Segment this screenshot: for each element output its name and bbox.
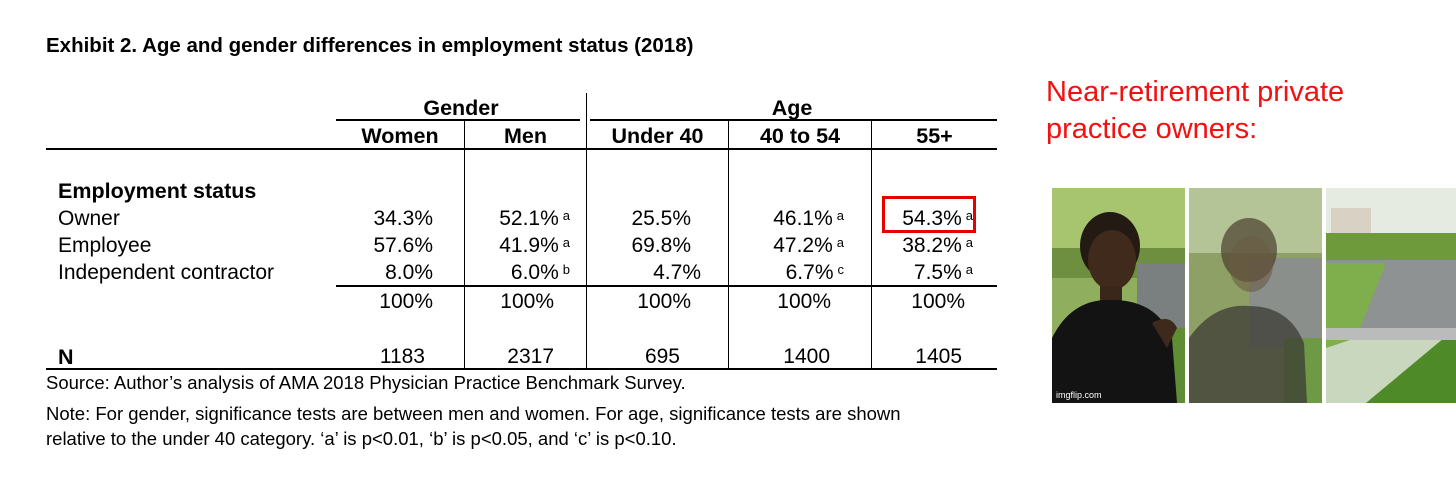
- n-men: 2317: [507, 345, 554, 368]
- significance-marker: b: [562, 262, 570, 277]
- n-label: N: [58, 345, 74, 369]
- significance-note-line-2: relative to the under 40 category. ‘a’ i…: [46, 428, 677, 449]
- total-40-to-54: 100%: [777, 290, 831, 313]
- significance-marker: a: [562, 235, 570, 250]
- cell-value: 47.2%: [773, 234, 833, 257]
- column-header-under-40: Under 40: [611, 124, 704, 148]
- table-cell: 38.2% a: [872, 234, 973, 258]
- table-cell: 34.3%: [336, 207, 433, 231]
- source-note: Source: Author’s analysis of AMA 2018 Ph…: [46, 372, 686, 393]
- significance-marker: a: [965, 235, 973, 250]
- cell-value: 57.6%: [373, 234, 433, 257]
- row-label-employee: Employee: [58, 234, 152, 257]
- divider-under40-40to54: [728, 121, 729, 369]
- header-age: Age: [771, 96, 813, 120]
- meme-frame-3: [1326, 188, 1456, 403]
- header-gender: Gender: [423, 96, 499, 120]
- divider-40to54-55plus: [871, 121, 872, 369]
- table-cell: 54.3% a: [872, 207, 973, 231]
- significance-marker: a: [562, 208, 570, 223]
- table-cell: 46.1% a: [729, 207, 844, 231]
- column-header-55-plus: 55+: [916, 124, 953, 148]
- section-label-employment-status: Employment status: [58, 179, 257, 203]
- table-cell: 6.0% b: [465, 261, 570, 285]
- rule-age-header: [590, 119, 997, 121]
- table-cell: 25.5%: [587, 207, 691, 231]
- significance-note-line-1: Note: For gender, significance tests are…: [46, 403, 901, 424]
- cell-value: 6.7%: [785, 261, 834, 284]
- total-women: 100%: [379, 290, 433, 313]
- column-header-women: Women: [361, 124, 439, 148]
- meme-caption: Near-retirement private practice owners:: [1046, 76, 1345, 145]
- rule-header-bottom: [46, 148, 997, 150]
- table-cell: 47.2% a: [729, 234, 844, 258]
- n-55-plus: 1405: [915, 345, 962, 368]
- exhibit-title: Exhibit 2. Age and gender differences in…: [46, 34, 694, 57]
- significance-marker: a: [965, 262, 973, 277]
- total-55-plus: 100%: [911, 290, 965, 313]
- cell-value: 52.1%: [499, 207, 559, 230]
- meme-frame-1: imgflip.com: [1052, 188, 1185, 403]
- n-40-to-54: 1400: [783, 345, 830, 368]
- cell-value: 34.3%: [373, 207, 433, 230]
- cell-value: 69.8%: [631, 234, 691, 257]
- divider-women-men: [464, 121, 465, 369]
- divider-gender-age: [586, 93, 587, 369]
- cell-value: 6.0%: [510, 261, 559, 284]
- n-women: 1183: [379, 345, 425, 368]
- column-header-40-to-54: 40 to 54: [759, 124, 841, 148]
- rule-table-bottom: [46, 368, 997, 370]
- meme-frame-2: [1189, 188, 1322, 403]
- total-men: 100%: [500, 290, 554, 313]
- total-under-40: 100%: [637, 290, 691, 313]
- cell-value: 46.1%: [773, 207, 833, 230]
- table-cell: 57.6%: [336, 234, 433, 258]
- highlight-box: [882, 196, 976, 233]
- table-cell: 69.8%: [587, 234, 691, 258]
- watermark: imgflip.com: [1056, 390, 1102, 400]
- table-cell: 52.1% a: [465, 207, 570, 231]
- n-under-40: 695: [644, 345, 680, 368]
- meme-image: imgflip.com: [1052, 188, 1456, 403]
- cell-value: 54.3%: [902, 207, 962, 230]
- row-label-independent-contractor: Independent contractor: [58, 261, 274, 284]
- significance-marker: c: [837, 262, 845, 277]
- column-header-men: Men: [504, 124, 547, 148]
- cell-value: 4.7%: [653, 261, 701, 284]
- significance-marker: a: [965, 208, 973, 223]
- significance-marker: a: [836, 208, 844, 223]
- cell-value: 38.2%: [902, 234, 962, 257]
- row-label-owner: Owner: [58, 207, 120, 230]
- cell-value: 25.5%: [631, 207, 691, 230]
- cell-value: 41.9%: [499, 234, 559, 257]
- cell-value: 7.5%: [913, 261, 962, 284]
- table-cell: 41.9% a: [465, 234, 570, 258]
- table-cell: 7.5% a: [872, 261, 973, 285]
- cell-value: 8.0%: [385, 261, 433, 284]
- table-cell: 4.7%: [587, 261, 701, 285]
- table-cell: 8.0%: [336, 261, 433, 285]
- significance-marker: a: [836, 235, 844, 250]
- rule-gender-header: [336, 119, 580, 121]
- rule-totals: [336, 285, 997, 287]
- table-cell: 6.7% c: [729, 261, 844, 285]
